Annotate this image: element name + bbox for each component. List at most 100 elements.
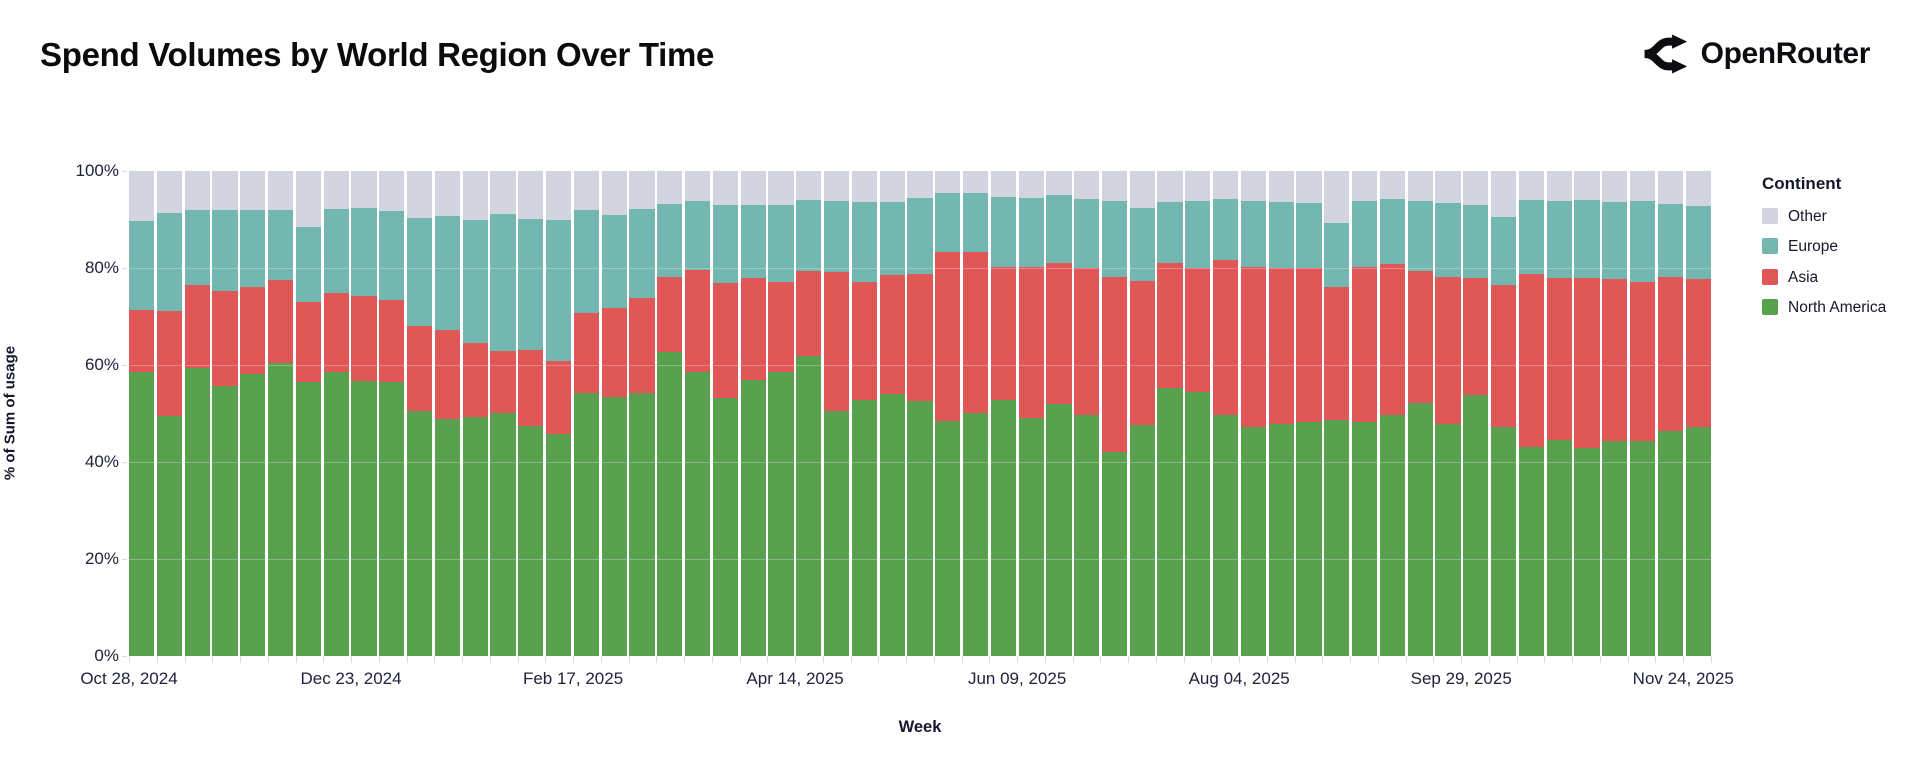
bar-segment-europe[interactable] [1435, 203, 1461, 278]
bar-segment-asia[interactable] [1602, 279, 1628, 442]
bar-segment-europe[interactable] [351, 208, 377, 296]
bar-segment-other[interactable] [1657, 171, 1684, 204]
bar-segment-other[interactable] [935, 171, 961, 193]
bar-segment-asia[interactable] [935, 252, 961, 422]
bar-segment-north-america[interactable] [657, 352, 683, 656]
bar-segment-north-america[interactable] [434, 418, 460, 656]
bar-segment-asia[interactable] [545, 361, 572, 434]
bar-segment-europe[interactable] [545, 219, 572, 362]
bar-segment-europe[interactable] [1074, 198, 1100, 269]
bar-segment-other[interactable] [434, 171, 460, 216]
bar-segment-other[interactable] [1352, 171, 1378, 201]
bar-segment-asia[interactable] [740, 278, 766, 380]
bar-segment-other[interactable] [406, 171, 433, 219]
bar-segment-europe[interactable] [1379, 198, 1406, 265]
bar-segment-asia[interactable] [1324, 286, 1350, 420]
bar-segment-asia[interactable] [1657, 277, 1684, 432]
bar-segment-asia[interactable] [879, 274, 905, 395]
bar-segment-other[interactable] [629, 171, 655, 209]
bar-segment-asia[interactable] [1046, 263, 1072, 404]
bar-segment-asia[interactable] [1157, 263, 1183, 389]
bar-segment-europe[interactable] [267, 209, 294, 281]
bar-segment-europe[interactable] [156, 213, 182, 311]
bar-segment-north-america[interactable] [990, 399, 1016, 656]
bar-segment-north-america[interactable] [1074, 414, 1100, 656]
bar-segment-asia[interactable] [990, 266, 1016, 400]
bar-segment-north-america[interactable] [545, 433, 572, 656]
bar-segment-asia[interactable] [1185, 268, 1211, 392]
bar-segment-europe[interactable] [240, 209, 266, 287]
bar-segment-north-america[interactable] [462, 416, 488, 656]
bar-segment-asia[interactable] [1685, 278, 1711, 428]
bar-segment-other[interactable] [1046, 171, 1072, 196]
bar-segment-asia[interactable] [962, 251, 989, 414]
bar-segment-north-america[interactable] [629, 392, 655, 656]
bar-segment-other[interactable] [1018, 171, 1044, 199]
bar-segment-europe[interactable] [935, 192, 961, 253]
bar-segment-europe[interactable] [406, 218, 433, 326]
bar-segment-north-america[interactable] [1240, 427, 1267, 656]
bar-segment-other[interactable] [156, 171, 182, 214]
bar-segment-europe[interactable] [1407, 201, 1433, 271]
bar-segment-europe[interactable] [1185, 200, 1211, 269]
bar-segment-europe[interactable] [1518, 199, 1545, 275]
bar-segment-other[interactable] [1240, 171, 1267, 202]
bar-segment-north-america[interactable] [184, 368, 210, 656]
bar-segment-europe[interactable] [1324, 223, 1350, 287]
bar-segment-europe[interactable] [1018, 198, 1044, 267]
bar-segment-asia[interactable] [351, 295, 377, 382]
bar-segment-other[interactable] [684, 171, 711, 201]
bar-segment-asia[interactable] [823, 272, 850, 412]
bar-segment-other[interactable] [379, 171, 405, 211]
bar-segment-north-america[interactable] [740, 379, 766, 656]
bar-segment-asia[interactable] [907, 274, 933, 402]
bar-segment-asia[interactable] [1463, 278, 1489, 396]
bar-segment-europe[interactable] [990, 197, 1016, 267]
bar-segment-north-america[interactable] [1157, 388, 1183, 656]
bar-segment-asia[interactable] [1240, 266, 1267, 428]
bar-segment-europe[interactable] [129, 221, 155, 311]
bar-segment-north-america[interactable] [1018, 418, 1044, 656]
bar-segment-europe[interactable] [629, 208, 655, 298]
bar-segment-europe[interactable] [962, 192, 989, 252]
bar-segment-europe[interactable] [184, 209, 210, 285]
bar-segment-other[interactable] [1407, 171, 1433, 202]
bar-segment-north-america[interactable] [1046, 403, 1072, 656]
bar-segment-europe[interactable] [851, 202, 877, 282]
bar-segment-other[interactable] [1185, 171, 1211, 201]
bar-segment-asia[interactable] [768, 281, 794, 373]
legend-item-asia[interactable]: Asia [1762, 268, 1902, 286]
bar-segment-north-america[interactable] [1685, 427, 1711, 656]
legend-item-other[interactable]: Other [1762, 208, 1902, 225]
bar-segment-europe[interactable] [1268, 202, 1294, 268]
bar-segment-north-america[interactable] [684, 372, 711, 656]
bar-segment-asia[interactable] [267, 280, 294, 363]
bar-segment-north-america[interactable] [406, 410, 433, 656]
bar-segment-north-america[interactable] [1407, 402, 1433, 656]
bar-segment-europe[interactable] [1157, 202, 1183, 264]
bar-segment-europe[interactable] [879, 201, 905, 275]
bar-segment-north-america[interactable] [518, 426, 544, 656]
bar-segment-north-america[interactable] [935, 421, 961, 656]
bar-segment-other[interactable] [1518, 171, 1545, 200]
bar-segment-north-america[interactable] [1101, 452, 1128, 656]
bar-segment-europe[interactable] [573, 209, 599, 313]
bar-segment-north-america[interactable] [1268, 424, 1294, 656]
bar-segment-other[interactable] [712, 171, 738, 206]
bar-segment-north-america[interactable] [1574, 447, 1600, 656]
bar-segment-europe[interactable] [379, 210, 405, 301]
bar-segment-other[interactable] [1435, 171, 1461, 203]
bar-segment-asia[interactable] [1546, 278, 1572, 440]
bar-segment-north-america[interactable] [768, 372, 794, 656]
bar-segment-other[interactable] [212, 171, 238, 210]
bar-segment-europe[interactable] [295, 226, 321, 303]
bar-segment-north-america[interactable] [851, 399, 877, 656]
bar-segment-north-america[interactable] [879, 394, 905, 656]
bar-segment-north-america[interactable] [712, 398, 738, 656]
bar-segment-asia[interactable] [851, 281, 877, 400]
bar-segment-europe[interactable] [1602, 201, 1628, 280]
bar-segment-other[interactable] [1268, 171, 1294, 203]
bar-segment-north-america[interactable] [1435, 424, 1461, 656]
bar-segment-asia[interactable] [490, 350, 516, 414]
bar-segment-europe[interactable] [1574, 200, 1600, 278]
